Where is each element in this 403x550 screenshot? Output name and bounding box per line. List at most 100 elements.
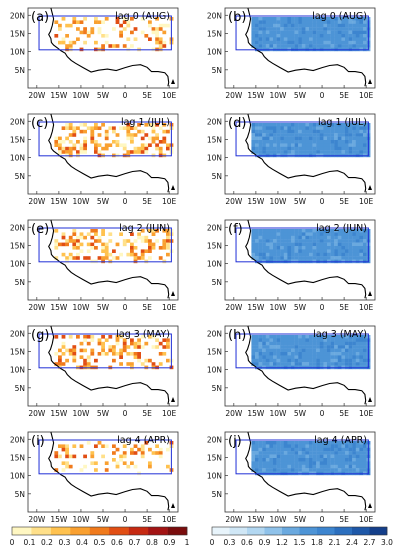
field-cell (155, 123, 159, 127)
field-cell (312, 441, 317, 445)
field-cell (341, 126, 346, 130)
colorbar-swatch (70, 527, 90, 535)
field-cell (363, 338, 367, 342)
field-cell (355, 447, 360, 452)
field-cell (258, 23, 263, 28)
field-cell (251, 464, 256, 469)
field-cell (319, 239, 324, 243)
field-cell (251, 355, 256, 359)
field-cell (330, 352, 335, 356)
field-cell (309, 30, 313, 35)
field-cell (291, 123, 295, 127)
field-cell (258, 447, 263, 452)
field-cell (319, 458, 324, 462)
field-cell (137, 150, 141, 154)
field-cell (298, 133, 302, 137)
field-cell (251, 140, 256, 144)
field-cell (255, 23, 259, 28)
field-cell (151, 451, 156, 455)
field-cell (83, 348, 87, 353)
field-cell (133, 239, 138, 243)
field-cell (327, 23, 331, 28)
field-cell (363, 246, 367, 250)
field-cell (155, 136, 159, 141)
field-cell (140, 150, 145, 154)
field-cell (330, 464, 335, 469)
field-cell (101, 123, 105, 127)
lon-tick-label: 10E (359, 515, 374, 524)
field-cell (269, 123, 274, 127)
field-cell (61, 444, 66, 448)
field-cell (305, 454, 310, 459)
field-cell (305, 37, 310, 41)
field-cell (162, 129, 167, 134)
field-cell (287, 136, 292, 141)
field-cell (276, 341, 281, 346)
field-cell (319, 232, 324, 236)
field-cell (130, 242, 134, 247)
colorbar-tick-label: 0.5 (94, 538, 106, 547)
field-cell (140, 17, 145, 21)
field-cell (309, 451, 313, 455)
field-cell (345, 256, 349, 260)
field-cell (355, 355, 360, 359)
colorbar-tick-label: 2.4 (346, 538, 358, 547)
field-cell (283, 468, 288, 472)
field-cell (251, 34, 256, 38)
lat-tick-label: 10N (207, 472, 222, 481)
field-cell (363, 252, 367, 257)
field-cell (94, 358, 98, 363)
colorbar-swatch (317, 527, 335, 535)
field-cell (276, 464, 281, 469)
field-cell (72, 133, 77, 137)
field-cell (352, 123, 356, 127)
field-cell (352, 20, 356, 24)
field-cell (137, 232, 141, 236)
field-cell (72, 358, 77, 363)
field-cell (255, 444, 259, 448)
field-cell (348, 40, 353, 45)
field-cell (298, 27, 302, 31)
field-cell (97, 27, 102, 31)
field-cell (166, 235, 170, 240)
field-cell (291, 34, 295, 38)
field-cell (305, 150, 310, 154)
field-cell (330, 252, 335, 257)
field-cell (305, 464, 310, 469)
field-cell (341, 23, 346, 28)
north-arrow-icon (171, 79, 175, 84)
field-cell (341, 44, 346, 48)
field-cell (54, 451, 59, 455)
lon-tick-label: 10W (72, 91, 90, 100)
field-cell (301, 239, 306, 243)
lat-tick-label: 5N (15, 172, 25, 181)
field-cell (305, 23, 310, 28)
field-cell (251, 246, 256, 250)
field-cell (291, 229, 295, 233)
field-cell (298, 447, 302, 452)
panel-title: lag 2 (JUN) (316, 223, 367, 234)
field-cell (305, 239, 310, 243)
field-cell (86, 256, 91, 260)
field-cell (140, 444, 145, 448)
field-cell (337, 352, 342, 356)
field-cell (58, 146, 62, 151)
field-cell (68, 23, 73, 28)
field-cell (255, 40, 259, 45)
north-arrow-icon (368, 185, 372, 190)
field-cell (273, 146, 277, 151)
field-cell (54, 239, 59, 243)
field-cell (312, 242, 317, 247)
field-cell (355, 34, 360, 38)
field-cell (258, 232, 263, 236)
field-cell (112, 348, 116, 353)
field-cell (319, 358, 324, 363)
field-cell (158, 23, 163, 28)
field-cell (330, 140, 335, 144)
field-cell (294, 37, 299, 41)
lon-tick-label: 0 (123, 303, 128, 312)
field-cell (327, 129, 331, 134)
field-cell (283, 239, 288, 243)
field-cell (112, 444, 116, 448)
